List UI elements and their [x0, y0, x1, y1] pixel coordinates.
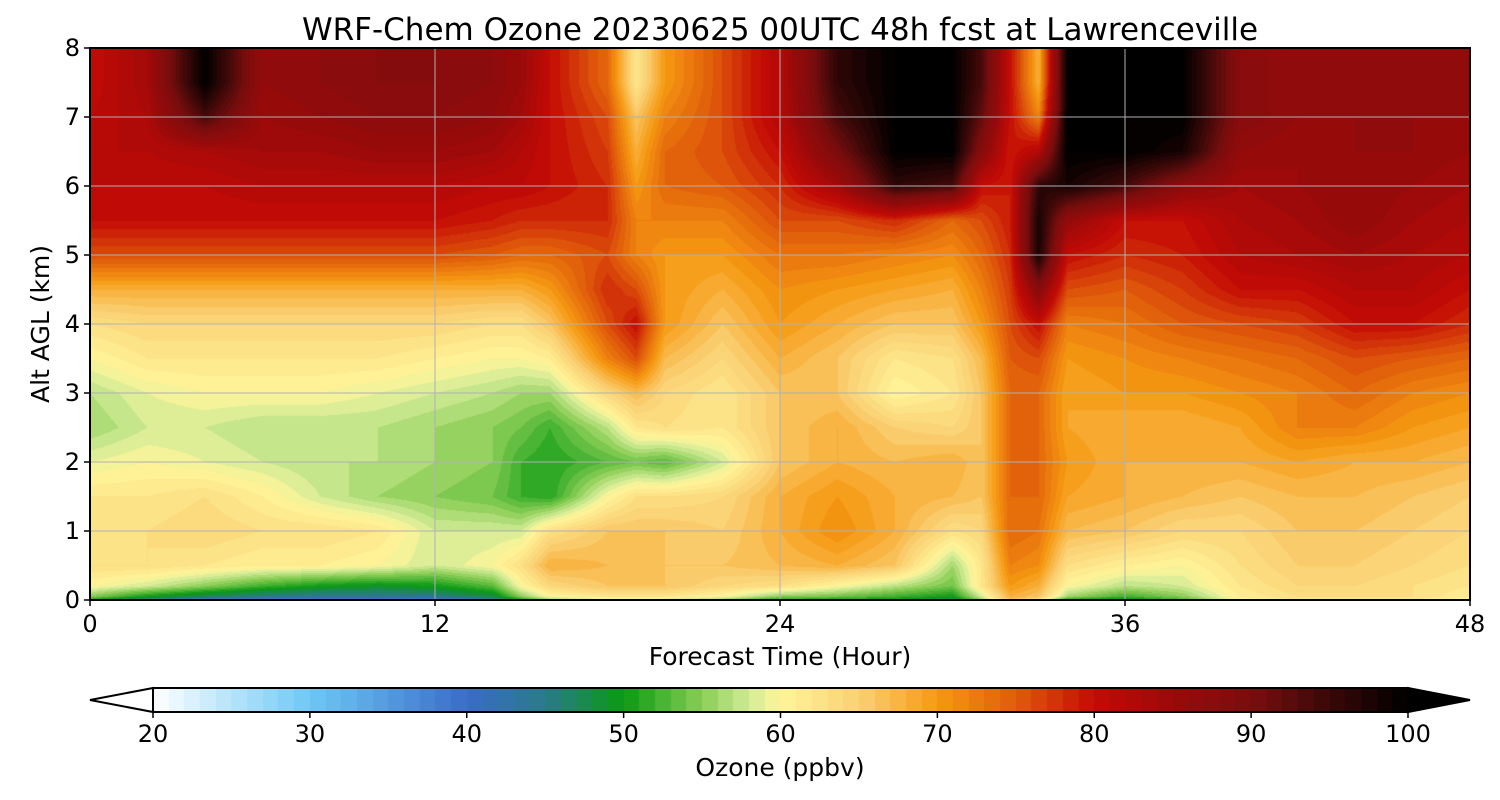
x-tick-label: 36 [1110, 610, 1141, 638]
colorbar-tick-label: 100 [1385, 720, 1431, 748]
colorbar-label: Ozone (ppbv) [695, 753, 864, 782]
y-tick-label: 4 [65, 310, 80, 338]
chart-title: WRF-Chem Ozone 20230625 00UTC 48h fcst a… [302, 12, 1258, 48]
colorbar-tick-label: 40 [451, 720, 482, 748]
colorbar-tick-label: 70 [922, 720, 953, 748]
y-tick-label: 6 [65, 172, 80, 200]
colorbar-low-extension [89, 686, 154, 714]
colorbar-high-extension [1407, 686, 1471, 714]
x-tick-label: 24 [765, 610, 796, 638]
y-tick-label: 7 [65, 103, 80, 131]
colorbar-tick-label: 20 [138, 720, 169, 748]
y-tick-label: 1 [65, 517, 80, 545]
colorbar-tick-label: 30 [295, 720, 326, 748]
y-tick-label: 0 [65, 586, 80, 614]
y-tick-label: 8 [65, 34, 80, 62]
y-tick-label: 2 [65, 448, 80, 476]
colorbar-tick-label: 50 [608, 720, 639, 748]
x-axis-label: Forecast Time (Hour) [649, 642, 912, 671]
x-tick-label: 0 [82, 610, 97, 638]
y-axis-label: Alt AGL (km) [26, 245, 55, 403]
x-tick-label: 48 [1455, 610, 1486, 638]
colorbar-gradient [153, 688, 1408, 712]
y-axis-ticks: 0 1 2 3 4 5 6 7 8 [65, 34, 90, 614]
colorbar: 20 30 40 50 60 70 80 90 100 [89, 686, 1471, 748]
colorbar-tick-label: 60 [765, 720, 796, 748]
x-tick-label: 12 [420, 610, 451, 638]
x-axis-ticks: 0 12 24 36 48 [82, 600, 1485, 638]
colorbar-tick-label: 80 [1079, 720, 1110, 748]
colorbar-ticks: 20 30 40 50 60 70 80 90 100 [138, 712, 1431, 748]
colorbar-tick-label: 90 [1236, 720, 1267, 748]
y-tick-label: 3 [65, 379, 80, 407]
y-tick-label: 5 [65, 241, 80, 269]
